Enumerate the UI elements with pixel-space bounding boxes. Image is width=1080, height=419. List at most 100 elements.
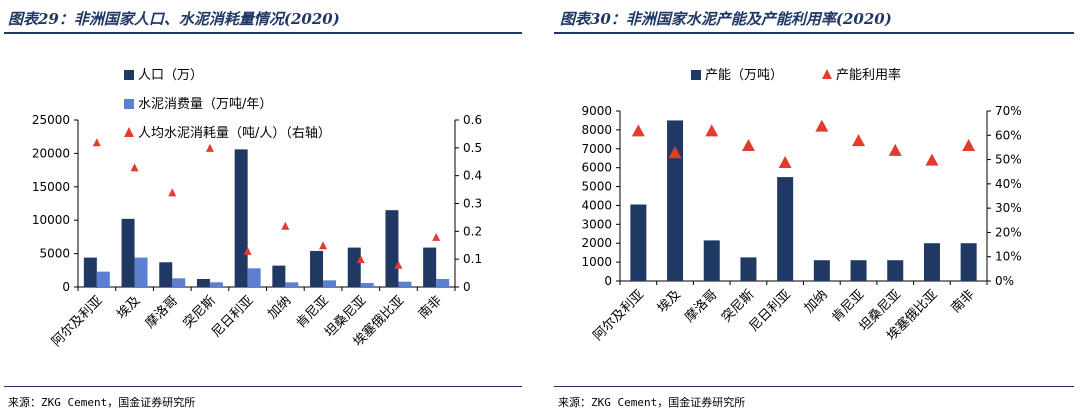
- right-ytick-label-left: 6000: [581, 161, 612, 175]
- left-marker-7: [356, 255, 365, 264]
- right-category-label-5: 加纳: [802, 287, 831, 316]
- right-chart: 0 1000 2000 3000 4000 5000 6000 7000 8000 9000 0% 1…: [581, 67, 1022, 344]
- right-category-label-0: 阿尔及利亚: [591, 287, 648, 344]
- right-ytick-label-left: 4000: [581, 198, 612, 212]
- right-ytick-label-right: 0%: [995, 274, 1014, 288]
- right-ytick-label-right: 40%: [995, 177, 1022, 191]
- left-marker-1: [130, 163, 139, 172]
- left-bar-s0-5: [272, 265, 286, 287]
- left-ytick-label-left: 0: [62, 280, 70, 294]
- right-category-label-1: 埃及: [655, 287, 684, 316]
- right-bar-s0-5: [813, 260, 830, 281]
- right-marker-9: [962, 139, 976, 151]
- left-marker-0: [92, 138, 101, 147]
- left-bar-s0-8: [385, 210, 399, 287]
- left-bar-s1-7: [360, 282, 374, 287]
- right-legend-swatch-1: [822, 69, 832, 79]
- left-source: 来源：ZKG Cement，国金证券研究所: [8, 396, 196, 409]
- left-bar-s1-2: [172, 278, 186, 287]
- right-ytick-label-right: 50%: [995, 153, 1022, 167]
- right-source: 来源：ZKG Cement，国金证券研究所: [558, 396, 746, 409]
- left-ytick-label-left: 10000: [32, 213, 70, 227]
- right-ytick-label-left: 8000: [581, 123, 612, 137]
- right-bar-s0-8: [923, 243, 940, 281]
- left-ytick-label-right: 0.4: [463, 169, 482, 183]
- left-marker-6: [319, 241, 328, 250]
- left-legend-swatch-1: [124, 99, 134, 109]
- left-marker-5: [281, 221, 290, 230]
- right-ytick-label-right: 10%: [995, 250, 1022, 264]
- left-marker-3: [205, 143, 214, 152]
- right-marker-1: [668, 146, 682, 159]
- right-bar-s0-1: [667, 120, 684, 281]
- left-bar-s1-1: [134, 257, 148, 287]
- right-bar-s0-3: [740, 257, 757, 281]
- right-marker-6: [852, 134, 866, 147]
- left-ytick-label-left: 20000: [32, 146, 70, 160]
- right-category-label-2: 摩洛哥: [682, 287, 721, 326]
- left-bar-s0-1: [121, 218, 135, 287]
- left-chart: 0 5000 10000 15000 20000 25000 0 0.1 0.2 0.3 0.4 0.…: [32, 68, 482, 350]
- left-ytick-label-right: 0.3: [463, 197, 482, 211]
- left-bar-s0-4: [234, 149, 248, 287]
- right-marker-2: [705, 124, 719, 137]
- left-category-label-2: 摩洛哥: [142, 293, 181, 332]
- right-marker-8: [925, 153, 939, 166]
- right-legend-label-1: 产能利用率: [836, 67, 901, 83]
- left-bar-s0-3: [196, 278, 210, 287]
- left-ytick-label-left: 25000: [32, 113, 70, 127]
- right-ytick-label-right: 70%: [995, 104, 1022, 118]
- left-panel: 图表29：非洲国家人口、水泥消耗量情况(2020) 0 5000 10000 1500…: [0, 0, 530, 419]
- right-ytick-label-left: 9000: [581, 104, 612, 118]
- left-category-label-4: 尼日利亚: [209, 293, 256, 340]
- right-ytick-label-left: 1000: [581, 255, 612, 269]
- right-legend-label-0: 产能（万吨）: [705, 68, 783, 83]
- left-ytick-label-right: 0.1: [463, 252, 482, 266]
- left-marker-2: [168, 188, 177, 197]
- left-ytick-label-left: 15000: [32, 180, 70, 194]
- right-bar-s0-4: [777, 177, 794, 281]
- right-marker-4: [778, 156, 792, 168]
- left-legend-label-1: 水泥消费量（万吨/年）: [138, 97, 272, 112]
- right-ytick-label-right: 20%: [995, 225, 1022, 239]
- left-bar-s1-6: [323, 280, 337, 287]
- left-legend-label-0: 人口（万）: [138, 68, 203, 83]
- right-legend-swatch-0: [691, 70, 701, 80]
- left-bar-s1-3: [209, 282, 223, 287]
- right-bar-s0-2: [703, 240, 720, 281]
- left-category-label-9: 南非: [415, 293, 445, 323]
- left-bar-s1-9: [436, 278, 450, 287]
- left-bar-s0-0: [83, 257, 97, 287]
- right-title-rule: [554, 32, 1074, 34]
- left-bar-s1-0: [96, 271, 110, 287]
- left-marker-4: [243, 246, 252, 255]
- left-bar-s1-8: [398, 281, 412, 287]
- right-ytick-label-left: 5000: [581, 180, 612, 194]
- right-bar-s0-7: [887, 260, 904, 281]
- right-category-label-9: 南非: [948, 287, 978, 317]
- left-ytick-label-right: 0.5: [463, 141, 482, 155]
- left-legend-swatch-2: [124, 127, 134, 137]
- right-chart-title: 图表30：非洲国家水泥产能及产能利用率(2020): [560, 10, 892, 28]
- left-title-rule: [4, 32, 522, 34]
- right-bar-s0-0: [630, 204, 647, 281]
- right-ytick-label-left: 0: [604, 274, 612, 288]
- right-bar-s0-9: [960, 243, 977, 281]
- right-marker-7: [888, 143, 902, 156]
- left-legend-swatch-0: [124, 70, 134, 80]
- left-bar-s1-5: [285, 282, 299, 287]
- left-category-label-1: 埃及: [114, 293, 143, 322]
- right-bar-s0-6: [850, 260, 867, 281]
- right-ytick-label-left: 7000: [581, 142, 612, 156]
- left-category-label-5: 加纳: [265, 293, 294, 322]
- left-ytick-label-right: 0.2: [463, 224, 482, 238]
- left-marker-9: [432, 232, 441, 241]
- right-panel: 图表30：非洲国家水泥产能及产能利用率(2020) 0 1000 2000 3000 4…: [550, 0, 1080, 419]
- left-ytick-label-right: 0: [463, 280, 471, 294]
- left-ytick-label-left: 5000: [39, 247, 70, 261]
- right-marker-3: [741, 139, 755, 151]
- left-bar-s0-2: [159, 262, 173, 287]
- left-bar-s0-6: [310, 250, 324, 287]
- left-legend-label-2: 人均水泥消耗量（吨/人）（右轴）: [138, 126, 331, 141]
- right-source-rule: [554, 386, 1074, 387]
